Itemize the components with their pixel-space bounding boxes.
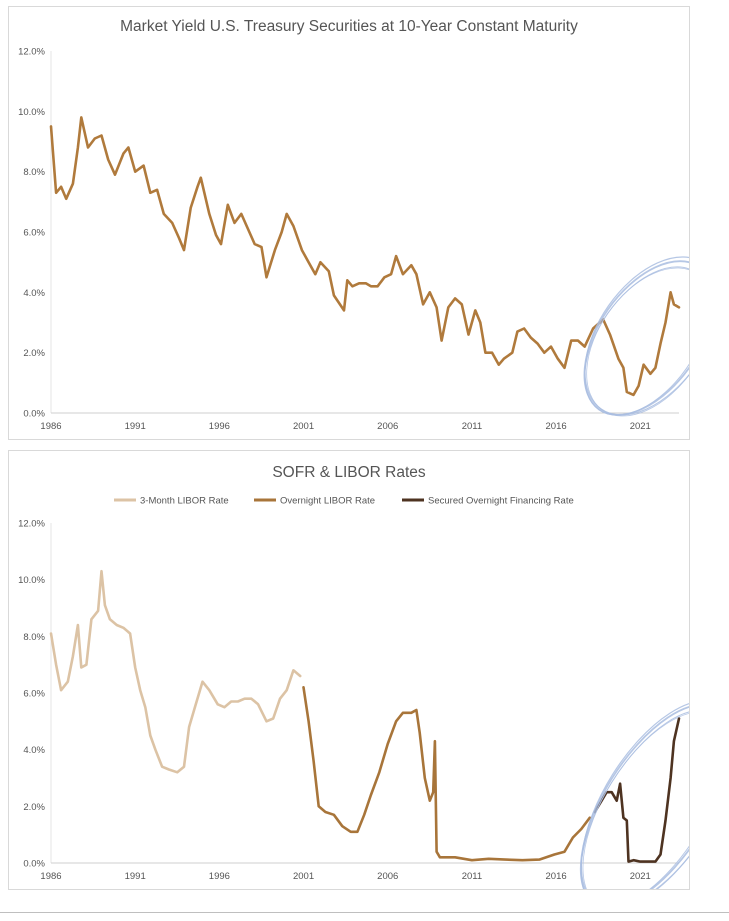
legend-label: Secured Overnight Financing Rate bbox=[428, 496, 574, 507]
x-tick-label: 1991 bbox=[125, 871, 146, 882]
chart-title: Market Yield U.S. Treasury Securities at… bbox=[120, 18, 578, 35]
x-tick-label: 2016 bbox=[546, 421, 567, 432]
series-line-secured-overnight-financing-rate bbox=[593, 717, 681, 863]
highlight-ellipse-stroke bbox=[582, 711, 689, 889]
x-tick-label: 2021 bbox=[630, 871, 651, 882]
y-tick-label: 12.0% bbox=[18, 47, 45, 58]
legend-label: Overnight LIBOR Rate bbox=[280, 496, 375, 507]
x-tick-label: 2001 bbox=[293, 421, 314, 432]
x-tick-label: 1986 bbox=[40, 871, 61, 882]
y-tick-label: 0.0% bbox=[23, 409, 45, 420]
highlight-ellipse-stroke bbox=[580, 699, 689, 889]
x-tick-label: 1996 bbox=[209, 871, 230, 882]
x-tick-label: 2021 bbox=[630, 421, 651, 432]
highlight-ellipse-stroke bbox=[583, 260, 689, 416]
highlight-ellipse-annotation bbox=[583, 256, 689, 417]
x-tick-label: 1996 bbox=[209, 421, 230, 432]
x-tick-label: 1986 bbox=[40, 421, 61, 432]
x-tick-label: 2006 bbox=[377, 871, 398, 882]
highlight-ellipse-stroke bbox=[586, 267, 689, 417]
y-tick-label: 12.0% bbox=[18, 519, 45, 530]
treasury-yield-chart-panel: Market Yield U.S. Treasury Securities at… bbox=[8, 6, 690, 440]
legend-label: 3-Month LIBOR Rate bbox=[140, 496, 229, 507]
series-line bbox=[49, 116, 681, 397]
series-line-overnight-libor-rate bbox=[302, 686, 592, 862]
x-tick-label: 1991 bbox=[125, 421, 146, 432]
highlight-ellipse-annotation bbox=[579, 699, 689, 889]
sofr-libor-chart: SOFR & LIBOR Rates 0.0% 2.0% 4.0% 6.0% 8.0% 10… bbox=[18, 464, 689, 889]
y-tick-label: 6.0% bbox=[23, 228, 45, 239]
treasury-yield-chart: Market Yield U.S. Treasury Securities at… bbox=[18, 18, 689, 432]
x-tick-label: 2011 bbox=[462, 421, 482, 432]
y-tick-label: 6.0% bbox=[23, 689, 45, 700]
y-tick-label: 8.0% bbox=[23, 167, 45, 178]
x-tick-label: 2006 bbox=[377, 421, 398, 432]
sofr-libor-chart-panel: SOFR & LIBOR Rates 0.0% 2.0% 4.0% 6.0% 8.0% 10… bbox=[8, 450, 690, 890]
highlight-ellipse-stroke bbox=[584, 256, 689, 416]
x-tick-label: 2001 bbox=[293, 871, 314, 882]
x-tick-label: 2016 bbox=[546, 871, 567, 882]
series-line-3-month-libor-rate bbox=[49, 569, 302, 774]
y-tick-label: 2.0% bbox=[23, 802, 45, 813]
bottom-divider bbox=[0, 912, 729, 913]
y-tick-label: 0.0% bbox=[23, 859, 45, 870]
y-tick-label: 4.0% bbox=[23, 288, 45, 299]
y-tick-label: 10.0% bbox=[18, 575, 45, 586]
chart-title: SOFR & LIBOR Rates bbox=[272, 464, 426, 481]
y-tick-label: 8.0% bbox=[23, 632, 45, 643]
highlight-ellipse-stroke bbox=[579, 703, 689, 889]
y-tick-label: 2.0% bbox=[23, 348, 45, 359]
y-tick-label: 4.0% bbox=[23, 745, 45, 756]
y-tick-label: 10.0% bbox=[18, 107, 45, 118]
x-tick-label: 2011 bbox=[462, 871, 482, 882]
